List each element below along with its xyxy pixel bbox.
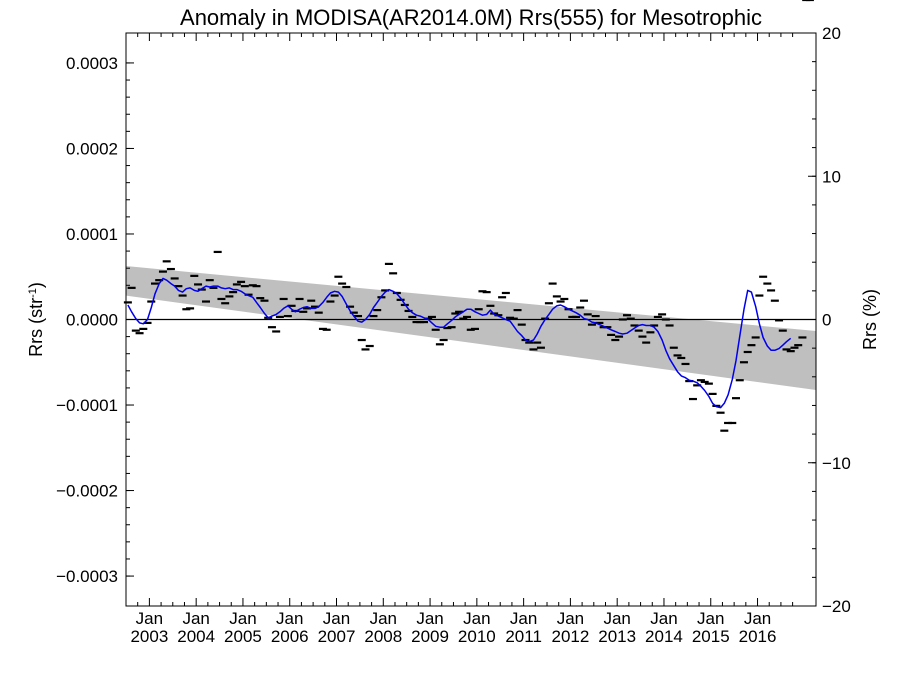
x-tick-year-label: 2005 [224, 627, 262, 646]
left-y-axis: 0.0003 0.0002 0.0001 0.0000 −0.0001 −0.0002 −0… [56, 54, 134, 586]
right-tick-label: −20 [822, 597, 851, 616]
x-tick-month-label: Jan [744, 609, 771, 628]
chart-title: Anomaly in MODISA(AR2014.0M) Rrs(555) fo… [180, 5, 762, 30]
x-tick-month-label: Jan [697, 609, 724, 628]
x-tick-year-label: 2004 [177, 627, 215, 646]
left-axis-label: Rrs (str-1) [26, 282, 46, 357]
left-tick-label: −0.0001 [56, 396, 118, 415]
x-tick-year-label: 2009 [411, 627, 449, 646]
left-tick-label: −0.0003 [56, 567, 118, 586]
x-tick-year-label: 2012 [551, 627, 589, 646]
right-tick-label: 10 [822, 167, 841, 186]
right-axis-label: Rrs (%) [860, 289, 880, 350]
x-tick-month-label: Jan [323, 609, 350, 628]
smoothed-series-path [127, 277, 792, 409]
left-axis-label-close: ) [26, 282, 46, 288]
x-axis: Jan2003Jan2004Jan2005Jan2006Jan2007Jan20… [130, 33, 794, 646]
x-tick-year-label: 2016 [739, 627, 777, 646]
x-tick-month-label: Jan [136, 609, 163, 628]
x-tick-year-label: 2006 [271, 627, 309, 646]
x-tick-month-label: Jan [510, 609, 537, 628]
x-tick-year-label: 2015 [692, 627, 730, 646]
x-tick-month-label: Jan [557, 609, 584, 628]
left-tick-label: 0.0001 [66, 225, 118, 244]
x-tick-month-label: Jan [276, 609, 303, 628]
left-tick-label: 0.0003 [66, 54, 118, 73]
x-tick-year-label: 2010 [458, 627, 496, 646]
right-tick-label: 20 [822, 24, 841, 43]
x-tick-year-label: 2008 [364, 627, 402, 646]
x-tick-year-label: 2003 [130, 627, 168, 646]
x-tick-month-label: Jan [370, 609, 397, 628]
right-tick-label: 0 [822, 311, 831, 330]
left-axis-label-exponent: -1 [27, 288, 39, 298]
x-tick-year-label: 2007 [318, 627, 356, 646]
right-y-axis: 20 10 0 −10 −20 [808, 24, 851, 616]
x-tick-month-label: Jan [463, 609, 490, 628]
smoothed-series-line [127, 277, 792, 409]
x-tick-month-label: Jan [416, 609, 443, 628]
x-tick-month-label: Jan [603, 609, 630, 628]
x-tick-month-label: Jan [229, 609, 256, 628]
left-axis-label-main: Rrs (str [26, 298, 46, 357]
left-tick-label: −0.0002 [56, 482, 118, 501]
right-tick-label: −10 [822, 454, 851, 473]
x-tick-year-label: 2014 [645, 627, 683, 646]
left-tick-label: 0.0000 [66, 311, 118, 330]
x-tick-month-label: Jan [182, 609, 209, 628]
left-tick-label: 0.0002 [66, 139, 118, 158]
x-tick-month-label: Jan [650, 609, 677, 628]
x-tick-year-label: 2013 [598, 627, 636, 646]
x-tick-year-label: 2011 [505, 627, 542, 646]
